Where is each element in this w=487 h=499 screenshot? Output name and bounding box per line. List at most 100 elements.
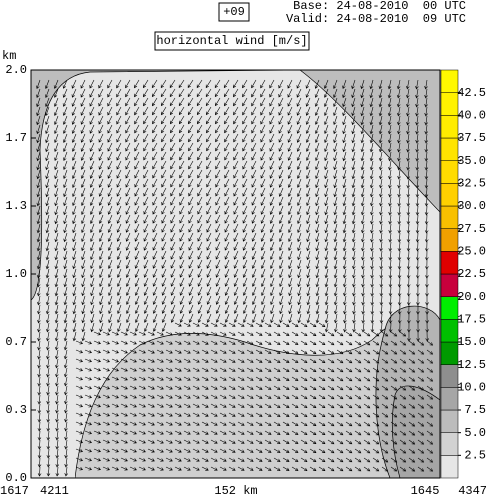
wind-arrow: [197, 124, 203, 134]
wind-arrow: [161, 304, 167, 314]
wind-arrow: [354, 457, 362, 463]
wind-arrow: [379, 313, 384, 324]
wind-arrow: [369, 79, 374, 90]
color-band: [440, 92, 459, 116]
wind-arrow: [93, 403, 101, 408]
wind-arrow: [342, 115, 347, 126]
wind-arrow: [315, 304, 320, 315]
wind-arrow: [72, 268, 77, 279]
wind-arrow: [210, 430, 218, 435]
wind-arrow: [188, 259, 194, 269]
wind-arrow: [336, 358, 344, 364]
wind-arrow: [352, 313, 356, 324]
wind-arrow: [242, 214, 248, 224]
wind-arrow: [269, 160, 275, 170]
wind-arrow: [107, 142, 113, 152]
wind-arrow: [125, 106, 131, 116]
wind-arrow: [318, 349, 326, 355]
wind-arrow: [246, 439, 254, 444]
wind-arrow: [210, 439, 218, 444]
wind-arrow: [152, 178, 158, 188]
wind-arrow: [388, 277, 393, 288]
wind-arrow: [300, 457, 308, 462]
wind-arrow: [36, 277, 41, 288]
wind-arrow: [98, 205, 104, 215]
wind-arrow: [264, 367, 272, 372]
wind-arrow: [363, 448, 371, 454]
wind-arrow: [309, 430, 317, 435]
wind-arrow: [351, 142, 356, 153]
wind-arrow: [224, 160, 230, 170]
wind-arrow: [345, 340, 353, 346]
wind-arrow: [296, 133, 302, 143]
wind-arrow: [252, 304, 257, 314]
wind-arrow: [107, 88, 113, 98]
wind-arrow: [152, 259, 158, 269]
wind-arrow: [143, 304, 149, 314]
wind-arrow: [152, 295, 158, 305]
wind-arrow: [224, 151, 230, 161]
wind-arrow: [237, 367, 245, 372]
wind-arrow: [369, 115, 374, 126]
wind-arrow: [251, 295, 257, 305]
wind-arrow: [381, 358, 389, 364]
wind-arrow: [297, 304, 302, 315]
wind-arrow: [390, 439, 398, 445]
wind-arrow: [291, 403, 299, 408]
wind-arrow: [36, 241, 41, 252]
color-band: [440, 409, 459, 433]
wind-arrow: [224, 232, 230, 242]
wind-arrow: [45, 313, 50, 324]
wind-arrow: [36, 151, 41, 162]
wind-arrow: [125, 79, 131, 89]
wind-arrow: [408, 394, 416, 400]
wind-arrow: [269, 151, 275, 161]
wind-arrow: [246, 466, 254, 471]
colorbar-label: 32.5: [457, 177, 486, 191]
wind-arrow: [372, 331, 380, 337]
wind-arrow: [333, 160, 338, 171]
wind-arrow: [306, 241, 311, 252]
wind-arrow: [282, 322, 290, 327]
wind-arrow: [206, 277, 212, 287]
wind-arrow: [388, 160, 392, 171]
colorbar-label: 42.5: [457, 86, 486, 100]
wind-arrow: [333, 115, 338, 126]
wind-arrow: [107, 205, 113, 215]
wind-arrow: [55, 385, 59, 396]
wind-arrow: [251, 286, 257, 296]
wind-arrow: [63, 178, 68, 189]
wind-arrow: [360, 151, 365, 162]
wind-arrow: [179, 178, 185, 188]
wind-arrow: [306, 223, 311, 234]
wind-arrow: [233, 106, 239, 116]
wind-arrow: [369, 187, 374, 198]
wind-arrow: [228, 466, 236, 471]
wind-arrow: [152, 277, 158, 287]
wind-arrow: [111, 349, 119, 354]
wind-arrow: [255, 331, 263, 336]
wind-arrow: [80, 187, 86, 197]
wind-arrow: [107, 115, 113, 125]
wind-arrow: [75, 403, 84, 408]
wind-arrow: [53, 97, 59, 107]
wind-arrow: [117, 313, 122, 324]
wind-arrow: [396, 88, 401, 99]
wind-arrow: [206, 232, 212, 242]
wind-arrow: [342, 250, 347, 261]
wind-arrow: [260, 214, 266, 224]
wind-arrow: [188, 115, 194, 125]
wind-arrow: [396, 79, 401, 90]
wind-arrow: [134, 106, 140, 116]
wind-arrow: [71, 106, 77, 116]
wind-arrow: [388, 304, 393, 315]
wind-arrow: [215, 106, 221, 116]
wind-arrow: [379, 223, 383, 234]
wind-arrow: [107, 151, 113, 161]
wind-arrow: [297, 223, 302, 234]
wind-arrow: [45, 250, 50, 261]
wind-arrow: [397, 286, 402, 297]
wind-arrow: [224, 250, 230, 260]
wind-arrow: [161, 178, 167, 188]
wind-arrow: [273, 421, 281, 426]
